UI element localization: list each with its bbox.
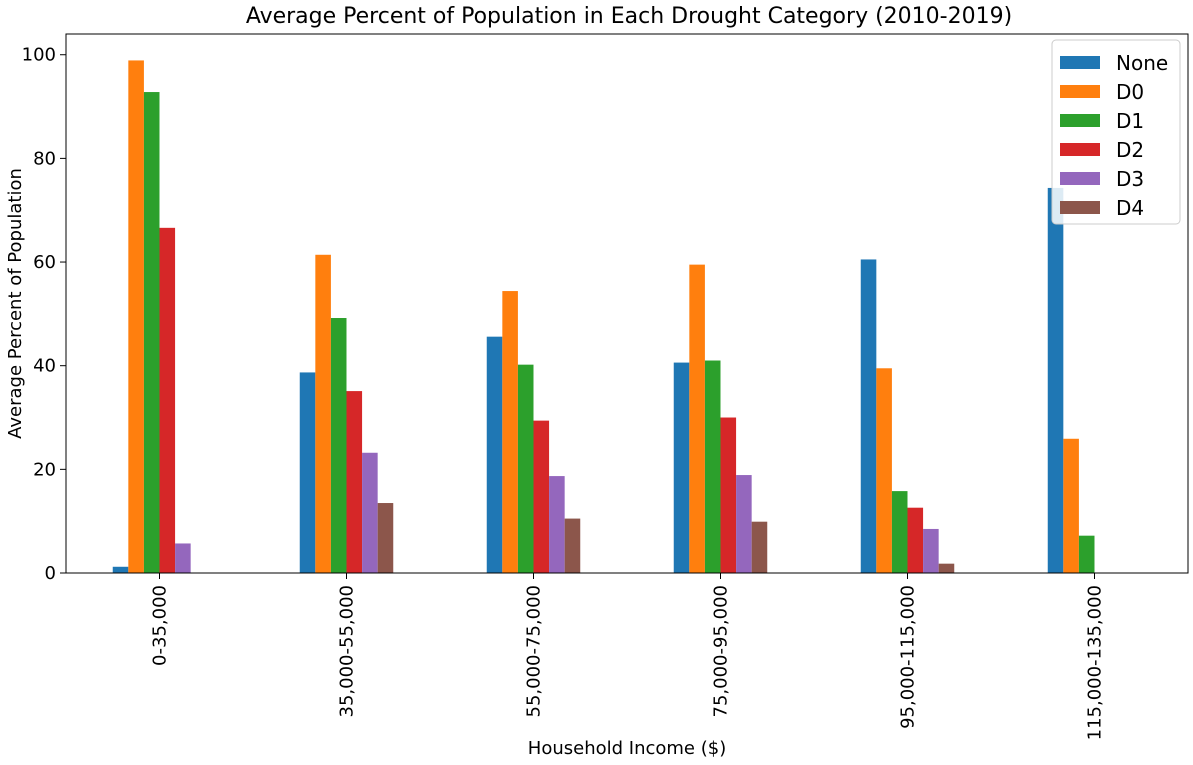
- bar-d1-1: [143, 92, 160, 574]
- bar-d2-1: [159, 227, 176, 573]
- legend-swatch-d3: [1060, 172, 1100, 185]
- legend-swatch-d2: [1060, 143, 1100, 156]
- legend-label-d2: D2: [1116, 138, 1144, 162]
- legend-swatch-none: [1060, 56, 1100, 69]
- bar-d1-3: [517, 364, 534, 573]
- bar-d0-6: [1063, 438, 1079, 573]
- y-tick-label: 40: [33, 356, 56, 377]
- legend: None D0 D1 D2 D3 D4: [1051, 39, 1181, 225]
- x-tick-label: 55,000-75,000: [524, 585, 545, 717]
- bar-none-3: [486, 336, 503, 573]
- bar-none-5: [860, 259, 877, 573]
- legend-label-none: None: [1116, 51, 1168, 75]
- y-tick-label: 80: [33, 148, 56, 169]
- y-tick-label: 60: [33, 252, 56, 273]
- legend-label-d3: D3: [1116, 167, 1144, 191]
- bar-d3-3: [549, 476, 565, 573]
- bar-d0-2: [315, 254, 331, 573]
- x-axis: 0-35,000 35,000-55,000 55,000-75,000 75,000…: [150, 573, 1106, 740]
- bar-none-6: [1047, 187, 1064, 573]
- bar-d2-5: [907, 507, 924, 573]
- y-tick-label: 0: [45, 563, 56, 584]
- x-tick-label: 75,000-95,000: [711, 585, 732, 717]
- y-tick-label: 20: [33, 459, 56, 480]
- bar-d4-2: [377, 503, 394, 573]
- bar-d1-5: [891, 491, 908, 573]
- bar-d1-4: [704, 360, 721, 573]
- x-tick-label: 115,000-135,000: [1085, 585, 1106, 740]
- legend-label-d1: D1: [1116, 109, 1144, 133]
- chart-title: Average Percent of Population in Each Dr…: [246, 4, 1012, 29]
- legend-swatch-d1: [1060, 114, 1100, 127]
- bar-d2-2: [346, 391, 363, 573]
- bar-d4-4: [751, 521, 768, 573]
- bar-d0-3: [502, 291, 518, 573]
- x-axis-label: Household Income ($): [528, 738, 726, 759]
- bar-d2-3: [533, 420, 550, 573]
- bar-d4-5: [938, 563, 955, 573]
- plot-frame: [65, 33, 1189, 574]
- bar-d3-5: [923, 528, 939, 573]
- bar-none-1: [112, 566, 129, 573]
- bar-d0-5: [876, 368, 892, 573]
- bar-d1-6: [1078, 535, 1095, 573]
- bar-d3-2: [362, 452, 378, 573]
- y-tick-label: 100: [22, 45, 56, 66]
- bar-d1-2: [330, 318, 347, 573]
- bar-d4-3: [564, 518, 581, 573]
- legend-swatch-d0: [1060, 85, 1100, 98]
- y-axis-label: Average Percent of Population: [5, 168, 26, 439]
- bar-d0-4: [689, 264, 705, 573]
- bar-d3-4: [736, 475, 752, 573]
- legend-label-d4: D4: [1116, 196, 1144, 220]
- bar-d3-1: [175, 543, 191, 573]
- x-tick-label: 35,000-55,000: [337, 585, 358, 717]
- legend-swatch-d4: [1060, 201, 1100, 214]
- y-axis: 0 20 40 60 80 100: [22, 45, 66, 584]
- x-tick-label: 95,000-115,000: [898, 585, 919, 729]
- bar-d2-4: [720, 417, 737, 573]
- bars: [112, 60, 1095, 574]
- x-tick-label: 0-35,000: [150, 585, 171, 666]
- bar-none-2: [299, 372, 316, 573]
- legend-label-d0: D0: [1116, 80, 1144, 104]
- bar-none-4: [673, 362, 690, 573]
- bar-d0-1: [128, 60, 144, 574]
